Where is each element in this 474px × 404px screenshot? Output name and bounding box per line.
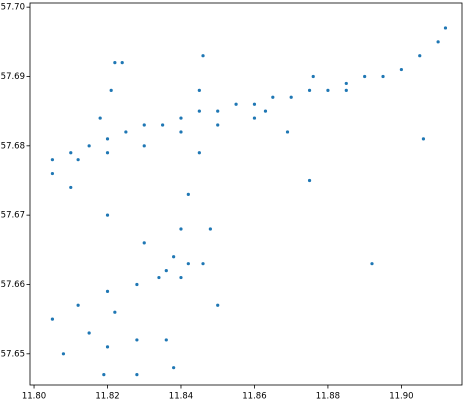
point xyxy=(418,54,422,58)
point xyxy=(157,275,161,280)
point xyxy=(161,123,165,127)
x-tick-label: 11.90 xyxy=(389,392,413,402)
point xyxy=(135,282,139,287)
point xyxy=(370,262,374,266)
point xyxy=(172,255,176,259)
point xyxy=(76,303,80,307)
point xyxy=(201,54,205,58)
point xyxy=(307,88,312,92)
point xyxy=(179,275,183,280)
x-tick-label: 11.84 xyxy=(169,392,193,402)
x-tick-label: 11.80 xyxy=(22,392,46,402)
point xyxy=(50,158,55,162)
point xyxy=(87,144,91,148)
point xyxy=(135,338,139,342)
point xyxy=(216,109,220,113)
point xyxy=(105,151,110,155)
point xyxy=(344,81,348,86)
y-tick-label: 57.65 xyxy=(1,349,25,359)
y-tick-label: 57.68 xyxy=(1,141,25,151)
point xyxy=(436,40,440,44)
point xyxy=(399,67,403,72)
x-tick-label: 11.86 xyxy=(242,392,266,402)
point xyxy=(421,137,426,141)
point xyxy=(197,109,201,113)
point xyxy=(208,227,212,231)
point xyxy=(252,102,257,106)
point xyxy=(142,144,146,148)
y-tick-label: 57.67 xyxy=(1,211,25,221)
point xyxy=(76,158,80,162)
point xyxy=(105,137,110,141)
point xyxy=(105,213,110,217)
point xyxy=(142,123,146,127)
point xyxy=(164,269,168,273)
point xyxy=(172,366,176,370)
point xyxy=(69,151,73,155)
point xyxy=(234,102,238,106)
plot-frame xyxy=(29,2,463,386)
y-tick-label: 57.70 xyxy=(1,3,25,13)
point xyxy=(263,109,268,113)
point xyxy=(135,373,139,377)
point xyxy=(326,88,330,92)
point xyxy=(98,116,102,120)
point xyxy=(311,74,315,79)
point xyxy=(285,130,290,134)
x-tick-label: 11.88 xyxy=(316,392,340,402)
point xyxy=(179,130,183,134)
point xyxy=(179,116,183,120)
point xyxy=(69,185,73,190)
point xyxy=(50,171,55,176)
point xyxy=(197,88,201,92)
y-tick-label: 57.69 xyxy=(1,72,25,82)
point xyxy=(271,95,275,99)
point xyxy=(87,331,91,335)
point xyxy=(102,373,106,377)
point xyxy=(344,88,348,92)
x-tick-label: 11.82 xyxy=(95,392,119,402)
point xyxy=(363,74,367,79)
point xyxy=(197,151,201,155)
point xyxy=(120,61,124,65)
point xyxy=(164,338,168,342)
point xyxy=(186,192,190,196)
point xyxy=(124,130,128,134)
point xyxy=(179,227,183,231)
point xyxy=(113,61,117,65)
point xyxy=(113,310,117,314)
y-tick-label: 57.66 xyxy=(1,280,25,290)
point xyxy=(142,241,146,245)
point xyxy=(381,74,385,79)
point xyxy=(443,26,448,30)
point xyxy=(186,262,190,266)
point xyxy=(61,352,66,356)
point xyxy=(216,303,220,307)
point xyxy=(109,88,113,92)
point xyxy=(50,317,55,321)
point xyxy=(289,95,293,99)
point xyxy=(201,262,205,266)
point xyxy=(307,178,312,183)
point xyxy=(105,345,110,349)
point xyxy=(105,289,110,294)
point xyxy=(216,123,220,127)
point xyxy=(252,116,257,120)
